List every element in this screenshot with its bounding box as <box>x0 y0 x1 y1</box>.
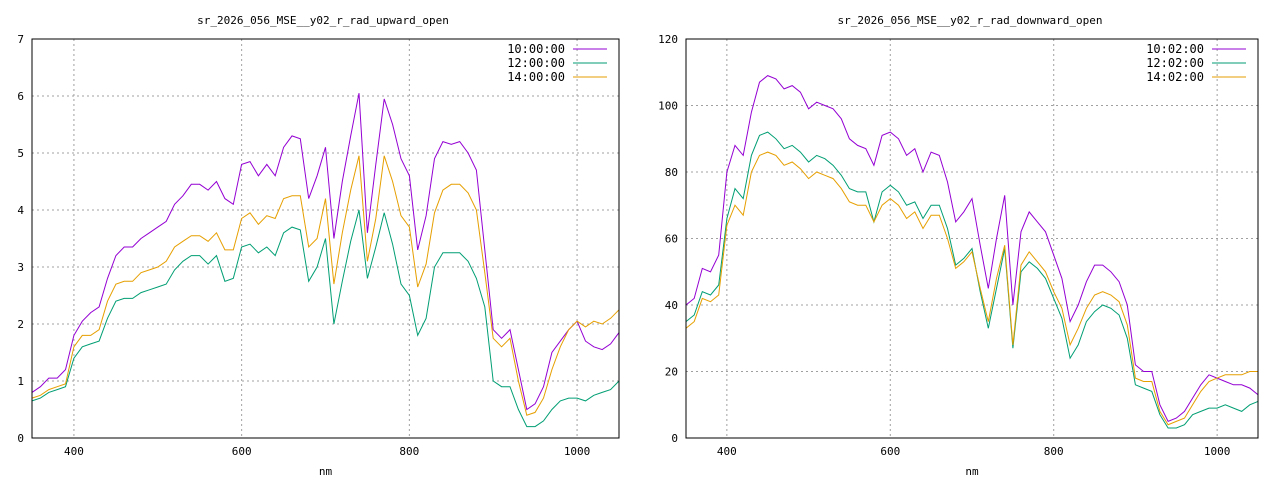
legend-label: 10:02:00 <box>1146 42 1204 56</box>
plot-frame <box>31 38 620 439</box>
y-tick-label: 100 <box>658 100 678 113</box>
x-tick-label: 800 <box>1044 445 1064 458</box>
chart-title: sr_2026_056_MSE__y02_r_rad_upward_open <box>197 14 449 27</box>
chart-panel-downward: sr_2026_056_MSE__y02_r_rad_downward_open… <box>658 14 1259 478</box>
chart-panel-upward: sr_2026_056_MSE__y02_r_rad_upward_open40… <box>17 14 620 478</box>
series-line-12-00-00 <box>31 209 620 428</box>
x-tick-label: 800 <box>399 445 419 458</box>
legend-label: 14:02:00 <box>1146 70 1204 84</box>
y-tick-label: 80 <box>665 166 678 179</box>
y-tick-label: 4 <box>17 204 24 217</box>
y-tick-label: 0 <box>17 432 24 445</box>
y-tick-label: 3 <box>17 261 24 274</box>
y-tick-label: 0 <box>671 432 678 445</box>
x-axis-label: nm <box>965 465 979 478</box>
legend-label: 14:00:00 <box>507 70 565 84</box>
legend-label: 10:00:00 <box>507 42 565 56</box>
x-tick-label: 400 <box>717 445 737 458</box>
y-tick-label: 6 <box>17 90 24 103</box>
chart-title: sr_2026_056_MSE__y02_r_rad_downward_open <box>838 14 1103 27</box>
series-line-14-00-00 <box>31 155 620 416</box>
series-line-12-02-00 <box>685 131 1259 429</box>
legend-label: 12:02:00 <box>1146 56 1204 70</box>
series-line-14-02-00 <box>685 151 1258 426</box>
plot-frame <box>685 38 1259 439</box>
y-tick-label: 120 <box>658 33 678 46</box>
y-tick-label: 20 <box>665 366 678 379</box>
x-tick-label: 600 <box>232 445 252 458</box>
y-tick-label: 2 <box>17 318 24 331</box>
y-tick-label: 40 <box>665 299 678 312</box>
y-tick-label: 7 <box>17 33 24 46</box>
legend-label: 12:00:00 <box>507 56 565 70</box>
series-line-10-02-00 <box>685 75 1259 423</box>
x-tick-label: 1000 <box>1204 445 1231 458</box>
x-tick-label: 600 <box>880 445 900 458</box>
y-tick-label: 1 <box>17 375 24 388</box>
series-line-10-00-00 <box>31 93 620 411</box>
x-tick-label: 400 <box>64 445 84 458</box>
y-tick-label: 60 <box>665 233 678 246</box>
x-tick-label: 1000 <box>564 445 591 458</box>
y-tick-label: 5 <box>17 147 24 160</box>
x-axis-label: nm <box>319 465 333 478</box>
